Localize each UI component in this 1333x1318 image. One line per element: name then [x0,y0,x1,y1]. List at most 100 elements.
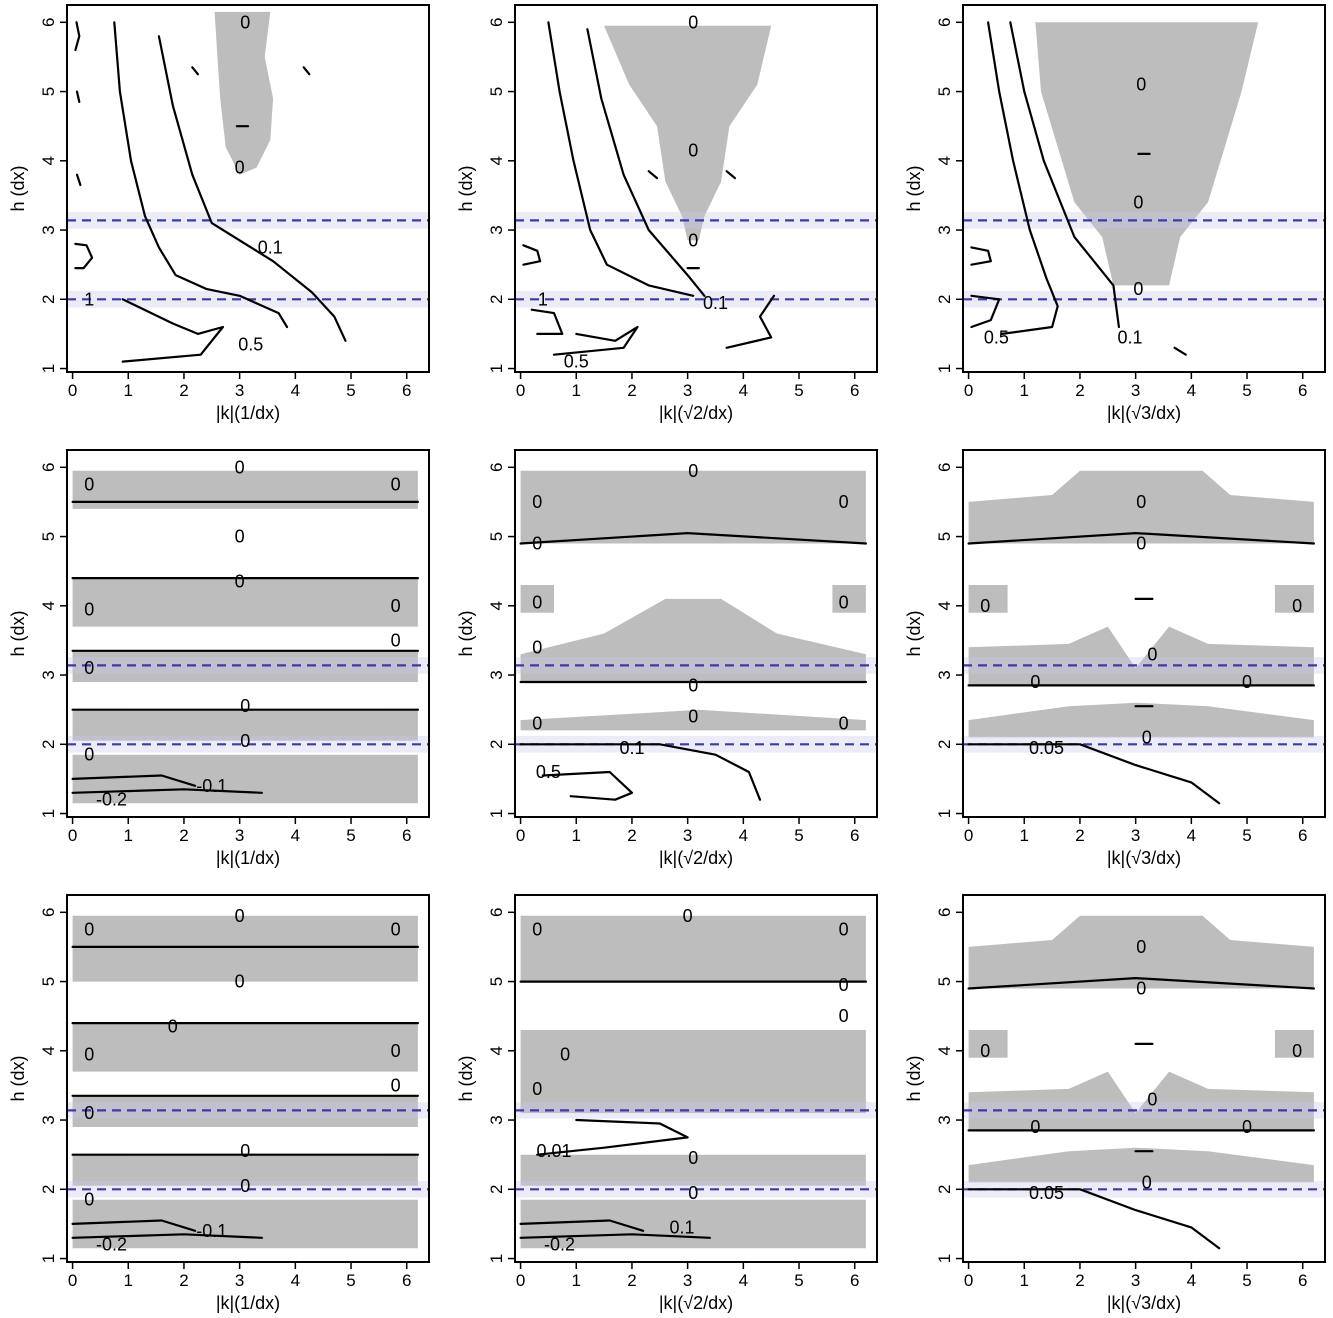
y-tick-label: 2 [487,295,506,304]
x-tick-label: 6 [850,1271,859,1290]
shaded-region [1096,50,1192,92]
contour-label: 0 [240,1141,250,1161]
contour-line [552,325,639,356]
y-axis-label: h (dx) [8,610,28,656]
contour-label: 0 [240,696,250,716]
plot-area: 0 0 0 0 0 0 0 0 0.05 [963,915,1325,1250]
contour-line [519,743,762,801]
contour-line [986,21,1059,335]
contour-line [725,294,776,349]
plot-frame [962,4,1326,373]
contour-line [75,90,81,104]
plot-area: 0 0 0 0.5 0.1 [963,21,1325,356]
contour-label: 0 [1242,1117,1252,1137]
contour-line [541,770,634,801]
contour-label: 0 [1136,492,1146,512]
contour-label: 0 [235,906,245,926]
shaded-region [520,915,866,982]
shaded-region [832,585,866,613]
x-tick-label: 1 [1020,826,1029,845]
y-tick-label: 6 [935,463,954,472]
contour-label: 0 [240,731,250,751]
contour-line [725,170,737,180]
shaded-region [72,578,418,627]
contour-line [191,66,199,76]
contour-line [967,1188,1221,1250]
shaded-region [72,709,418,741]
contour-label: 0 [391,1041,401,1061]
contour-line [1009,21,1121,329]
x-tick-label: 6 [1298,1271,1307,1290]
y-tick-label: 6 [487,463,506,472]
shaded-region [1274,585,1314,613]
y-tick-label: 1 [487,809,506,818]
contour-label: 0 [532,592,542,612]
shaded-region [520,709,866,731]
x-tick-label: 1 [1020,381,1029,400]
contour-label: 0 [1030,1117,1040,1137]
x-tick-label: 5 [346,826,355,845]
contour-label: 0 [839,1006,849,1026]
contour-label: 0 [683,906,693,926]
x-tick-label: 1 [124,381,133,400]
x-tick-label: 1 [1020,1271,1029,1290]
contour-label: -0.1 [196,776,227,796]
shaded-region [214,11,274,175]
contour-label: 0 [532,533,542,553]
contour-line [157,35,347,342]
plot-area: 0 0 0 0.1 1 0.5 [515,12,877,372]
contour-label: 0 [84,920,94,940]
y-tick-label: 2 [935,295,954,304]
contour-label: 0 [688,675,698,695]
contour-line [71,788,263,794]
x-tick-label: 5 [1242,1271,1251,1290]
contour-label: 0 [1133,192,1143,212]
contour-label: 0 [1292,596,1302,616]
x-tick-label: 0 [964,1271,973,1290]
x-axis-label: |k|(√2/dx) [659,848,733,868]
shaded-region [520,598,866,682]
contour-line [75,173,82,187]
y-tick-label: 6 [935,18,954,27]
y-tick-label: 5 [487,87,506,96]
x-tick-label: 2 [179,381,188,400]
panel-r1c3: 0 0 0 0.5 0.1 0 1 2 3 4 5 6 1 2 3 4 5 6 |k|(√3/dx) h (dx) [904,4,1326,423]
contour-label: 0 [1147,1089,1157,1109]
x-axis-label: |k|(1/dx) [216,403,280,423]
contour-line [121,298,224,363]
y-tick-label: 2 [487,740,506,749]
x-tick-label: 6 [850,381,859,400]
contour-label: 0 [532,637,542,657]
contour-line [302,66,311,76]
x-tick-label: 2 [627,1271,636,1290]
shaded-region [520,585,554,613]
x-tick-label: 6 [1298,381,1307,400]
contour-label: 0 [84,1190,94,1210]
contour-line [967,531,1316,545]
x-tick-label: 4 [739,826,748,845]
contour-label: 0.05 [1029,738,1064,758]
y-axis-label: h (dx) [8,1055,28,1101]
shaded-region [520,470,866,544]
contour-label: 0 [688,1148,698,1168]
y-tick-label: 1 [935,1254,954,1263]
x-tick-label: 5 [346,381,355,400]
contour-label: 0 [84,1103,94,1123]
y-tick-label: 4 [935,156,954,165]
contour-label: 0.5 [564,352,589,372]
contour-line [967,743,1221,805]
x-tick-label: 4 [291,1271,300,1290]
shaded-region [520,1154,866,1186]
y-tick-label: 4 [935,601,954,610]
contour-label: -0.2 [544,1235,575,1255]
contour-label: 0 [839,975,849,995]
y-tick-label: 3 [487,225,506,234]
x-tick-label: 1 [124,1271,133,1290]
contour-line [74,21,81,52]
shaded-region [968,470,1314,544]
contour-line [519,1233,712,1239]
contour-label: 0 [560,1044,570,1064]
shaded-region [604,25,772,241]
y-tick-label: 5 [39,87,58,96]
